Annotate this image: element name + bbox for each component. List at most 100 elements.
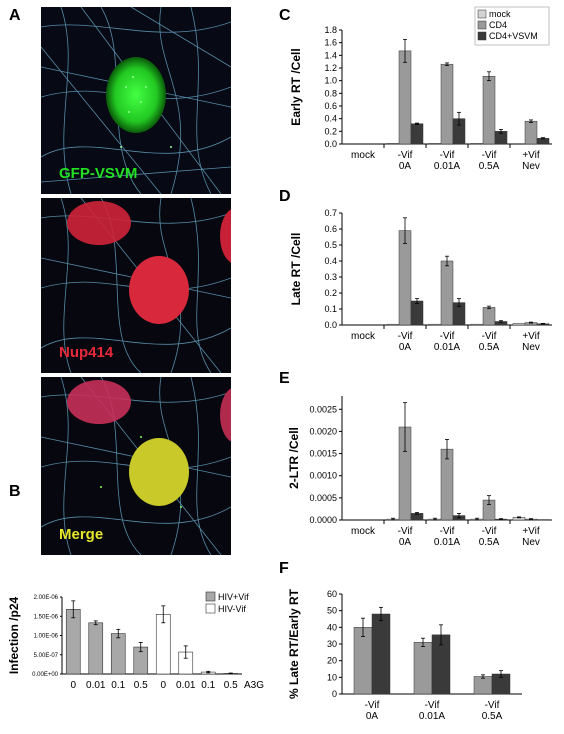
chart-e-y-axis-label: 2-LTR /Cell (287, 427, 301, 489)
chart-d-x-tick-label: 0.01A (434, 342, 460, 353)
chart-e-bar (440, 448, 454, 521)
chart-b-x-tick-label: 0.1 (111, 680, 125, 691)
chart-f-bar (371, 613, 391, 695)
chart-c-y-tick-label: 1.8 (324, 25, 337, 35)
chart-e-y-tick-label: 0.0010 (309, 471, 337, 481)
chart-d-y-tick-label: 0.0 (324, 320, 337, 330)
chart-c-x-tick-label: -Vif (482, 150, 497, 161)
chart-e-x-tick-label: Nev (522, 537, 540, 548)
chart-b: 0.00E+00 5.00E-07 1.00E-06 1.50E-06 2.00E-06… (0, 560, 276, 732)
chart-c-y-tick-label: 0.6 (324, 101, 337, 111)
chart-b-x-tick-label: 0 (70, 680, 76, 691)
chart-d-y-tick-label: 0.2 (324, 288, 337, 298)
chart-b-x-tick-label: 0.1 (201, 680, 215, 691)
chart-c-y-tick-label: 1.6 (324, 38, 337, 48)
chart-c-legend-swatch (477, 31, 487, 41)
chart-c-y-tick-label: 1.4 (324, 50, 337, 60)
chart-b-legend-swatch (205, 603, 216, 614)
chart-f-x-tick-label: 0.5A (482, 711, 503, 722)
chart-b-bar (88, 622, 104, 675)
chart-c-legend-box (474, 6, 550, 46)
chart-b-bar (155, 614, 171, 675)
chart-f-x-tick-label: 0.01A (419, 711, 445, 722)
chart-d-svg: 0.0 0.1 0.2 0.3 0.4 0.5 0.6 0.7 Late RT /Cell moc… (289, 208, 552, 353)
chart-c-x-tick-label: 0A (399, 161, 412, 172)
chart-d-bar (386, 323, 400, 326)
chart-e-x-tick-label: -Vif (398, 526, 413, 537)
chart-c-bar (428, 143, 442, 145)
chart-f-y-tick-label: 30 (327, 639, 337, 649)
chart-b-y-tick-label: 1.00E-06 (34, 634, 59, 640)
chart-d-x-tick-label: +Vif (522, 331, 540, 342)
chart-e-x-tick-label: -Vif (482, 526, 497, 537)
chart-b-y-axis-label: Infection /p24 (7, 597, 21, 675)
chart-f-y-axis-label: % Late RT/Early RT (287, 588, 301, 699)
chart-c-y-tick-label: 0.8 (324, 88, 337, 98)
chart-d: 0.0 0.1 0.2 0.3 0.4 0.5 0.6 0.7 Late RT /Cell moc… (276, 183, 564, 365)
chart-b-x-tick-label: 0 (160, 680, 166, 691)
chart-d-bar (440, 260, 454, 326)
chart-d-y-tick-label: 0.1 (324, 304, 337, 314)
chart-b-y-tick-label: 0.00E+00 (32, 672, 59, 678)
chart-e-x-tick-label: mock (351, 526, 376, 537)
chart-b-legend-label: HIV+Vif (218, 592, 249, 602)
chart-b-x-tick-label: 0.5 (134, 680, 148, 691)
chart-d-y-tick-label: 0.5 (324, 240, 337, 250)
micrograph-merge-image (41, 377, 231, 555)
chart-c-bar (482, 75, 496, 145)
chart-d-bar (428, 323, 442, 326)
chart-b-x-tick-label: 0.01 (86, 680, 106, 691)
chart-d-y-tick-label: 0.4 (324, 256, 337, 266)
chart-b-svg: 0.00E+00 5.00E-07 1.00E-06 1.50E-06 2.00E-06… (7, 591, 264, 691)
chart-b-y-tick-label: 1.50E-06 (34, 614, 59, 620)
chart-e-y-tick-label: 0.0015 (309, 449, 337, 459)
chart-e: 0.0000 0.0005 0.0010 0.0015 0.0020 0.0025 2-LT… (276, 366, 564, 556)
micrograph-nup-image (41, 198, 231, 373)
chart-c-x-tick-label: -Vif (398, 150, 413, 161)
micrograph-label-gfp: GFP-VSVM (59, 165, 138, 182)
chart-f-x-tick-label: -Vif (365, 700, 380, 711)
chart-c-legend-swatch (477, 20, 487, 30)
chart-c-y-tick-label: 1.2 (324, 63, 337, 73)
chart-d-x-tick-label: 0A (399, 342, 412, 353)
chart-f-bar (413, 642, 433, 695)
chart-c-x-tick-label: -Vif (440, 150, 455, 161)
micrograph-gfp-image (41, 7, 231, 194)
panel-letter-a: A (9, 7, 21, 24)
chart-c-x-tick-label: 0.01A (434, 161, 460, 172)
micrograph-nup414: Nup414 (41, 198, 231, 373)
chart-e-x-tick-label: 0A (399, 537, 412, 548)
chart-d-x-tick-label: -Vif (440, 331, 455, 342)
micrograph-merge: Merge (41, 377, 231, 555)
chart-c-x-tick-label: +Vif (522, 150, 540, 161)
chart-d-bar (470, 323, 484, 326)
chart-e-x-tick-label: -Vif (440, 526, 455, 537)
chart-d-x-tick-label: 0.5A (479, 342, 500, 353)
chart-e-x-tick-label: +Vif (522, 526, 540, 537)
chart-d-x-tick-label: -Vif (398, 331, 413, 342)
chart-c-y-tick-label: 0.2 (324, 126, 337, 136)
micrograph-label-merge: Merge (59, 526, 104, 543)
chart-c-bar (386, 143, 400, 145)
chart-d-y-axis-label: Late RT /Cell (289, 233, 303, 306)
chart-c-y-tick-label: 0.0 (324, 139, 337, 149)
chart-c-legend-label: CD4 (489, 20, 507, 30)
panel-letter-d: D (279, 188, 291, 205)
chart-d-bar (410, 300, 424, 326)
chart-b-x-tick-label: 0.01 (176, 680, 196, 691)
chart-b-bar (65, 609, 81, 675)
chart-f-y-tick-label: 0 (332, 689, 337, 699)
chart-f-x-tick-label: -Vif (425, 700, 440, 711)
chart-f-bar (473, 676, 493, 695)
chart-c-legend-label: CD4+VSVM (489, 31, 538, 41)
panel-letter-c: C (279, 7, 291, 24)
chart-b-x-tick-label: 0.5 (224, 680, 238, 691)
chart-c-x-tick-label: 0.5A (479, 161, 500, 172)
chart-c-svg: 0.0 0.2 0.4 0.6 0.8 1.0 1.2 1.4 1.6 1.8 Early RT /… (289, 6, 552, 172)
chart-c-y-tick-label: 0.4 (324, 114, 337, 124)
micrograph-label-nup: Nup414 (59, 344, 114, 361)
chart-c-y-axis-label: Early RT /Cell (289, 48, 303, 125)
chart-c-legend-swatch (477, 9, 487, 19)
micrograph-gfp-vsvm: GFP-VSVM (41, 7, 231, 194)
chart-f-bar (353, 627, 373, 695)
